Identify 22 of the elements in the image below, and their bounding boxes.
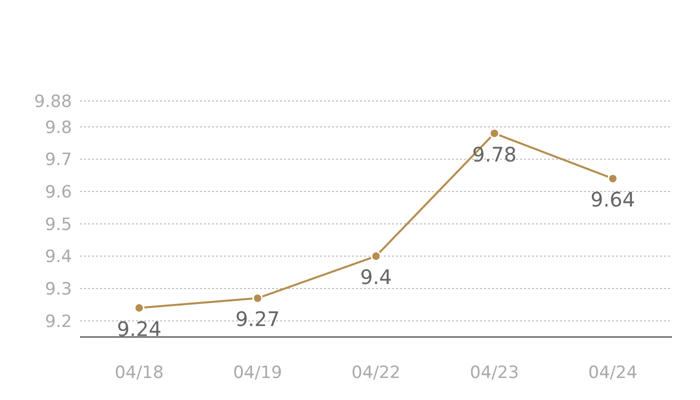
x-tick-label: 04/22 — [352, 363, 400, 383]
y-tick-label: 9.3 — [44, 279, 72, 300]
y-tick-label: 9.2 — [44, 312, 72, 332]
x-tick-label: 04/24 — [588, 363, 638, 383]
data-label: 9.78 — [472, 142, 517, 166]
x-tick-label: 04/19 — [233, 363, 282, 383]
point — [489, 128, 500, 139]
data-label: 9.24 — [116, 316, 162, 341]
y-tick-label: 9.4 — [44, 247, 72, 268]
y-tick-label: 9.7 — [44, 150, 72, 170]
point — [608, 173, 618, 184]
x-tick-label: 04/18 — [114, 363, 164, 383]
y-tick-label: 9.5 — [44, 214, 72, 235]
point — [134, 302, 144, 314]
y-tick-label: 9.6 — [44, 182, 72, 202]
data-label: 9.27 — [235, 307, 280, 332]
x-tick-label: 04/23 — [470, 363, 519, 383]
y-tick-label: 9.88 — [34, 92, 72, 112]
data-label: 9.4 — [360, 265, 392, 290]
y-tick-label: 9.8 — [44, 118, 72, 138]
data-label: 9.64 — [590, 188, 636, 212]
point — [370, 250, 382, 262]
